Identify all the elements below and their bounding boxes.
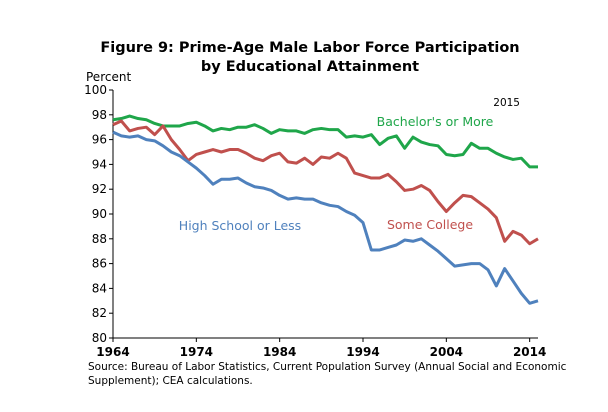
series-label: High School or Less (179, 218, 301, 233)
series-label: Some College (387, 217, 473, 232)
y-tick-label: 86 (92, 257, 107, 271)
x-tick-label: 1984 (263, 345, 296, 359)
y-axis-label: Percent (86, 70, 131, 84)
chart-title: by Educational Attainment (201, 59, 419, 75)
x-tick-label: 1994 (346, 345, 379, 359)
y-tick-label: 82 (92, 306, 107, 320)
y-tick-label: 80 (92, 331, 107, 345)
y-tick-label: 96 (92, 133, 107, 147)
series-line (112, 130, 539, 305)
series-label: Bachelor's or More (377, 114, 494, 129)
y-tick-label: 84 (92, 281, 107, 295)
y-tick-label: 90 (92, 207, 107, 221)
y-tick-label: 100 (84, 83, 107, 97)
x-tick-label: 2004 (430, 345, 463, 359)
x-tick-label: 1964 (96, 345, 129, 359)
series-line (112, 119, 539, 246)
x-tick-label: 1974 (180, 345, 213, 359)
annotation: 2015 (493, 97, 520, 109)
source: Source: Bureau of Labor Statistics, Curr… (88, 361, 567, 373)
x-tick-label: 2014 (513, 345, 546, 359)
series-line (112, 114, 538, 169)
chart-title: Figure 9: Prime-Age Male Labor Force Par… (100, 40, 519, 56)
source: Supplement); CEA calculations. (88, 375, 253, 387)
y-tick-label: 98 (92, 108, 107, 122)
y-tick-label: 88 (92, 232, 107, 246)
y-tick-label: 94 (92, 157, 107, 171)
y-tick-label: 92 (92, 182, 107, 196)
